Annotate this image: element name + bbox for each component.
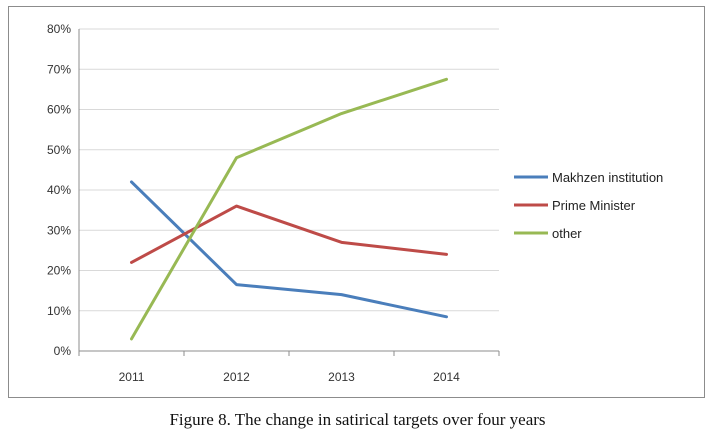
chart-frame: 0% 10% 20% 30% 40% 50% 60% 70% 80% 2011 2012 2013 20… (8, 6, 705, 398)
legend-label: Prime Minister (552, 198, 636, 213)
data-point (445, 315, 448, 318)
data-point (130, 337, 133, 341)
data-point (445, 253, 448, 256)
x-tick-label: 2013 (328, 370, 355, 384)
x-tick-label: 2012 (223, 370, 250, 384)
y-tick-label: 50% (47, 143, 71, 157)
series-line (130, 77, 448, 341)
y-tick-label: 80% (47, 22, 71, 36)
figure-caption: Figure 8. The change in satirical target… (169, 410, 546, 429)
data-point (130, 261, 133, 264)
y-tick-label: 0% (54, 344, 72, 358)
series-line (130, 204, 448, 264)
x-tick-label: 2011 (119, 370, 145, 384)
y-tick-label: 60% (47, 103, 71, 117)
data-point (235, 283, 238, 286)
data-point (235, 204, 238, 208)
x-tick-label: 2014 (433, 370, 460, 384)
legend-label: Makhzen institution (552, 170, 663, 185)
y-tick-label: 20% (47, 264, 71, 278)
data-point (130, 180, 133, 184)
data-point (445, 78, 448, 81)
data-point (235, 156, 238, 159)
y-tick-label: 70% (47, 62, 71, 76)
y-tick-label: 40% (47, 183, 71, 197)
data-point (340, 293, 343, 296)
data-point (340, 241, 343, 244)
y-tick-label: 10% (47, 304, 71, 318)
legend-label: other (552, 226, 582, 241)
line-chart: 0% 10% 20% 30% 40% 50% 60% 70% 80% 2011 2012 2013 20… (47, 22, 663, 384)
y-tick-label: 30% (47, 223, 71, 237)
data-point (340, 112, 343, 115)
